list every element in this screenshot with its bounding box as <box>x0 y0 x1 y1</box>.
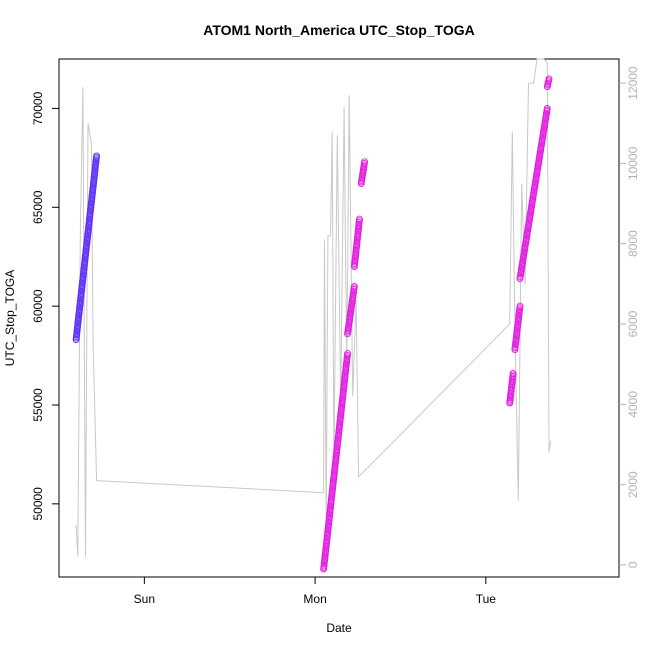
y-left-tick-label: 55000 <box>31 388 45 422</box>
x-tick-label: Sun <box>134 592 155 606</box>
series-line <box>75 58 552 557</box>
chart-title: ATOM1 North_America UTC_Stop_TOGA <box>203 22 475 38</box>
series-line-layer <box>75 58 552 557</box>
y-right-tick-label: 4000 <box>626 391 640 418</box>
data-point <box>344 350 351 358</box>
y-axis-left: 50000 55000 60000 65000 70000 <box>31 91 59 521</box>
y-right-tick-label: 12000 <box>626 66 640 100</box>
data-point <box>93 152 101 160</box>
y-axis-right: 0 2000 4000 6000 8000 10000 12000 <box>619 66 640 568</box>
y-right-tick-label: 10000 <box>626 146 640 180</box>
data-point <box>509 369 517 377</box>
y-left-tick-label: 65000 <box>31 190 45 224</box>
y-left-tick-label: 50000 <box>31 487 45 521</box>
x-axis: Sun Mon Tue <box>134 577 497 606</box>
y-right-tick-label: 0 <box>626 561 640 568</box>
data-point <box>361 158 369 166</box>
x-tick-label: Mon <box>303 592 326 606</box>
y-right-tick-label: 2000 <box>626 471 640 498</box>
x-tick-label: Tue <box>476 592 497 606</box>
data-point <box>543 104 551 112</box>
y-axis-label: UTC_Stop_TOGA <box>3 270 17 366</box>
plot-area <box>58 58 620 578</box>
y-left-tick-label: 70000 <box>31 91 45 125</box>
series-points-layer <box>72 75 553 573</box>
data-point <box>545 75 553 83</box>
x-axis-label: Date <box>326 621 352 635</box>
data-point <box>356 215 363 223</box>
y-left-tick-label: 60000 <box>31 289 45 323</box>
y-right-tick-label: 6000 <box>626 310 640 337</box>
data-point <box>516 302 524 310</box>
data-point <box>350 282 358 290</box>
y-right-tick-label: 8000 <box>626 230 640 257</box>
